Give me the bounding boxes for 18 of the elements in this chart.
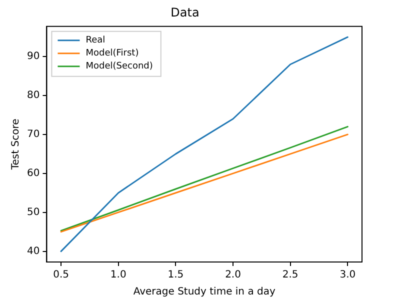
x-axis-title: Average Study time in a day — [133, 286, 276, 298]
x-tick-label: 0.5 — [53, 270, 70, 281]
y-tick-label: 80 — [26, 90, 40, 102]
y-axis-title: Test Score — [10, 118, 22, 171]
legend-label: Real — [86, 36, 106, 46]
y-tick-label: 50 — [26, 206, 40, 218]
legend-label: Model(First) — [86, 48, 139, 59]
y-tick-label: 40 — [26, 246, 40, 257]
x-tick-label: 1.5 — [168, 270, 184, 281]
y-tick-label: 70 — [26, 129, 40, 140]
x-tick-label: 3.0 — [340, 270, 356, 281]
x-tick-label: 2.5 — [282, 270, 298, 281]
chart-title: Data — [170, 5, 200, 20]
y-tick-label: 60 — [26, 168, 40, 179]
x-tick-label: 1.0 — [110, 270, 126, 281]
y-tick-label: 90 — [26, 51, 40, 62]
legend-label: Model(Second) — [86, 62, 153, 72]
x-tick-label: 2.0 — [225, 270, 241, 281]
